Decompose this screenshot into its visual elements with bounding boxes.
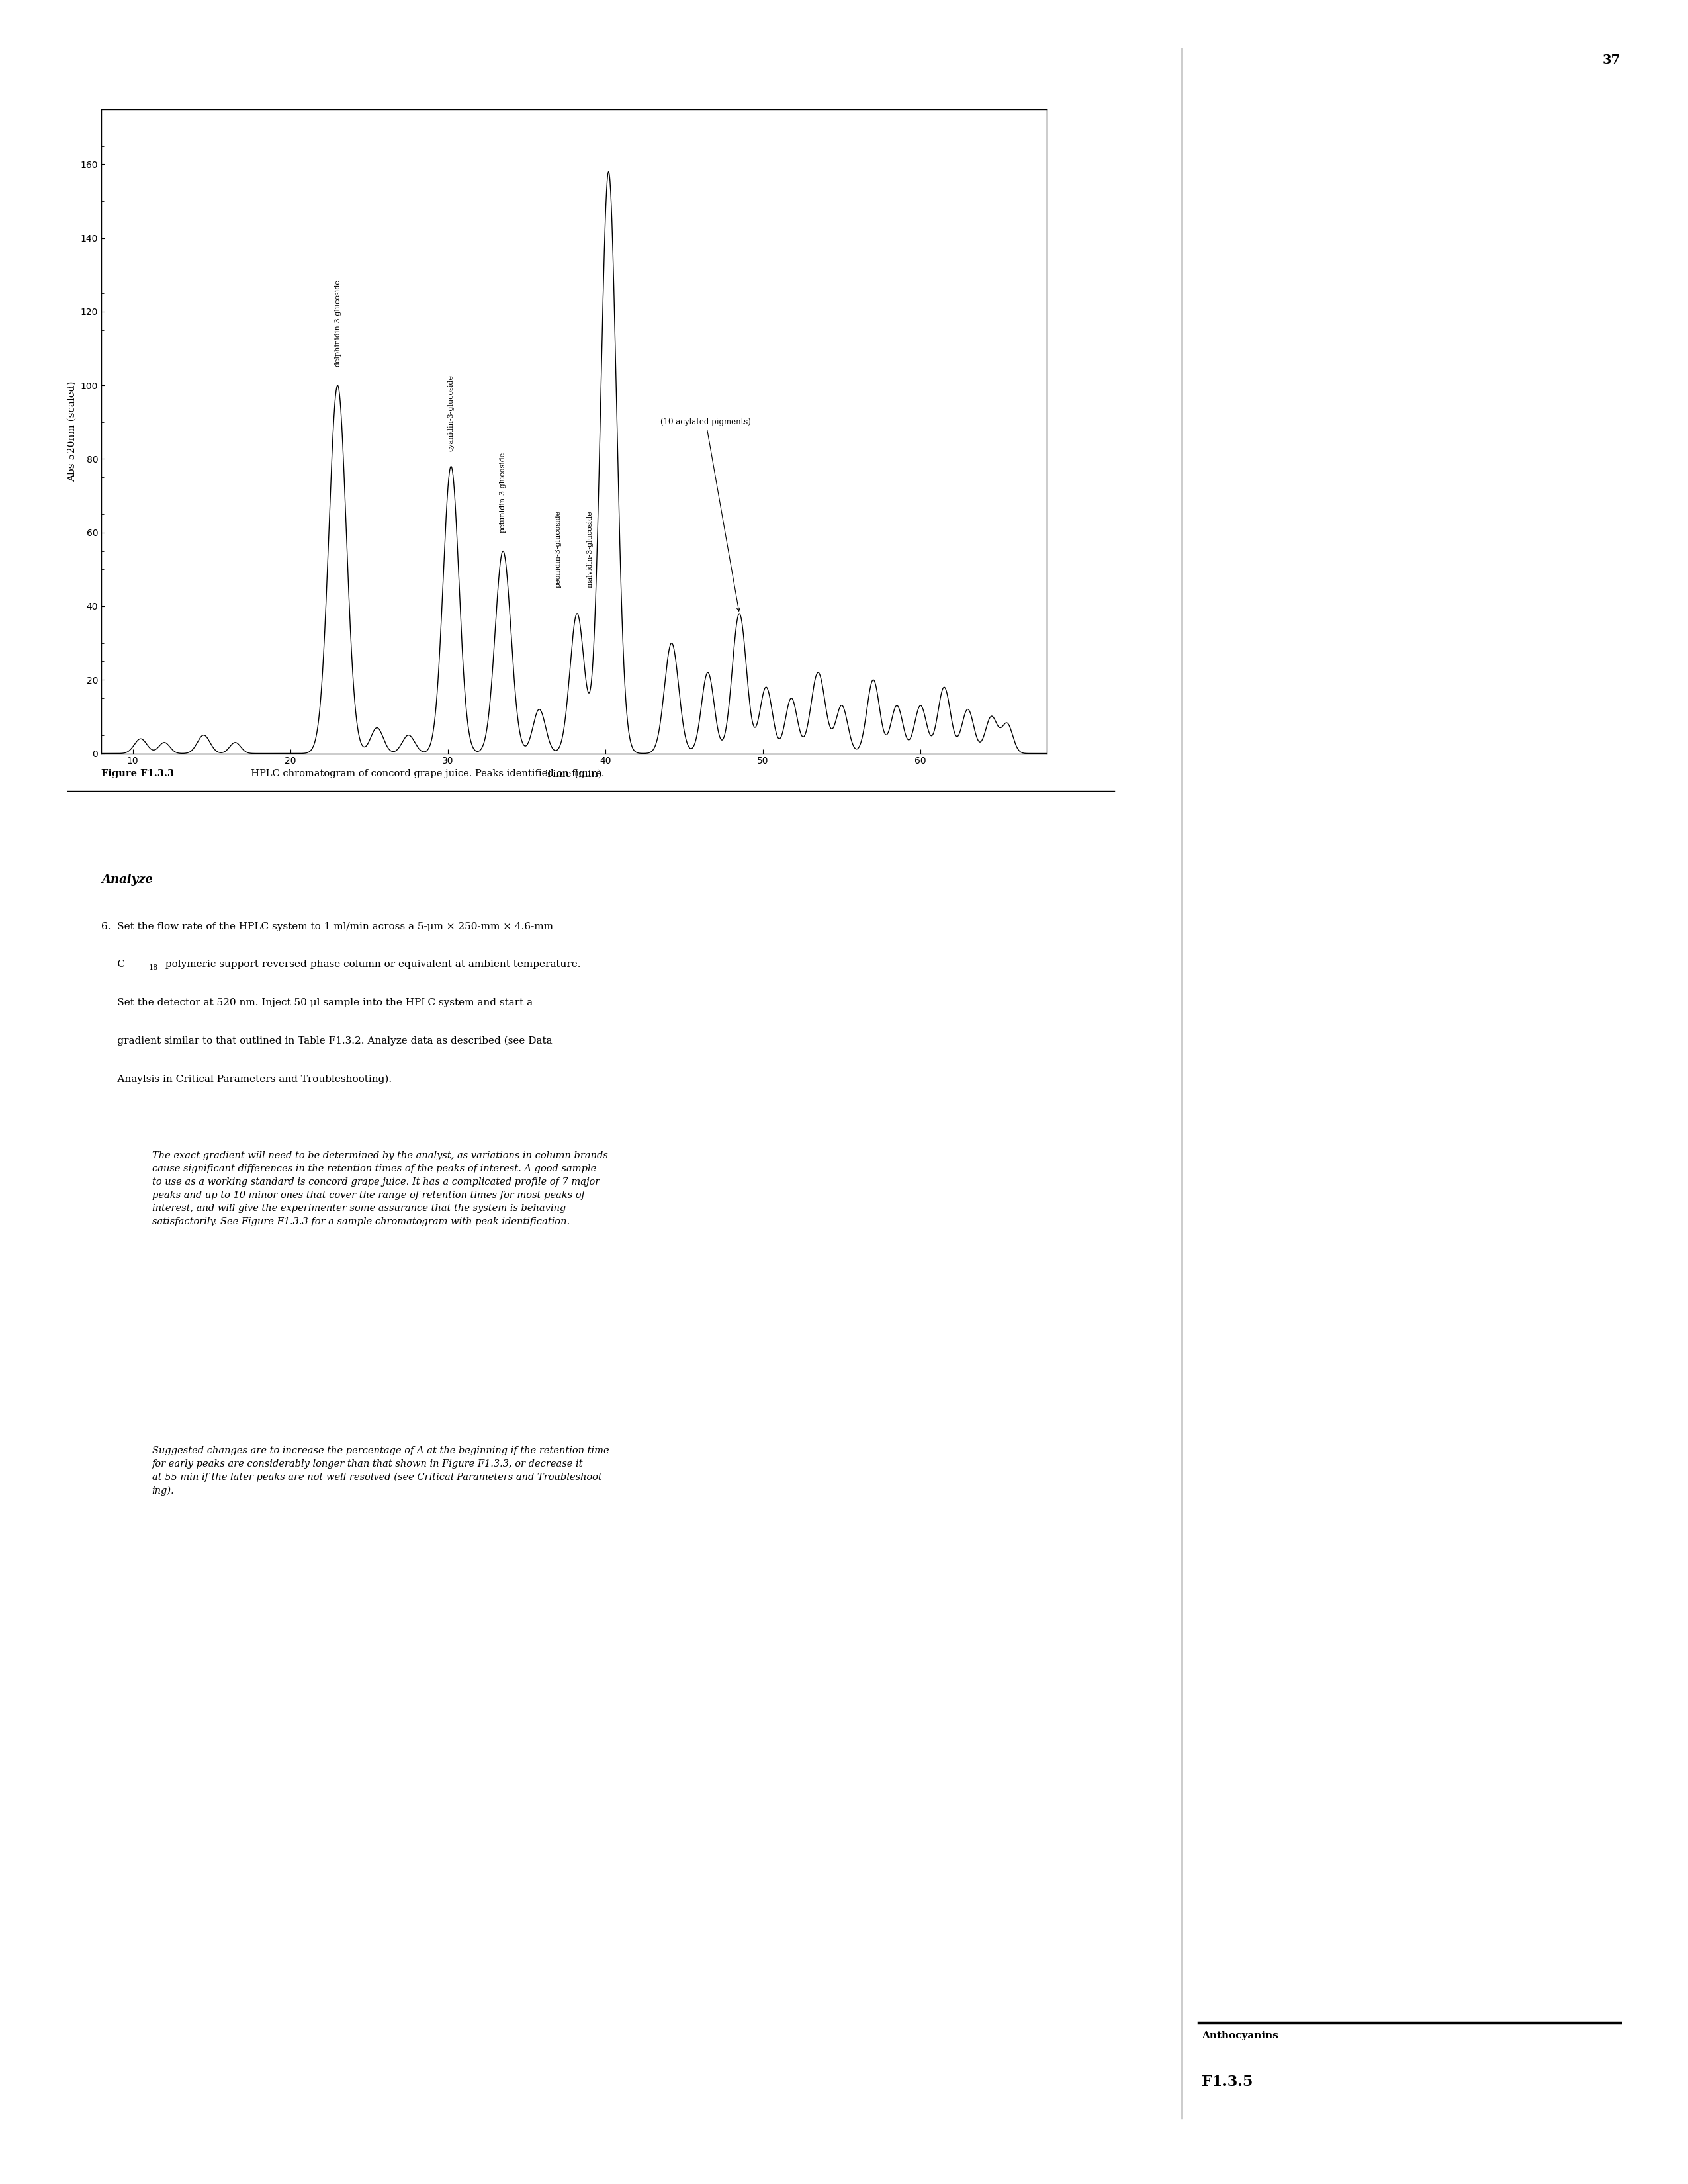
- Text: Anaylsis in Critical Parameters and Troubleshooting).: Anaylsis in Critical Parameters and Trou…: [101, 1075, 392, 1083]
- Text: 18: 18: [149, 965, 159, 972]
- Y-axis label: Abs 520nm (scaled): Abs 520nm (scaled): [68, 380, 78, 483]
- Text: Analyze: Analyze: [101, 874, 154, 885]
- Text: C: C: [101, 961, 125, 970]
- X-axis label: Time (min): Time (min): [545, 769, 603, 780]
- Text: F1.3.5: F1.3.5: [1202, 2075, 1252, 2090]
- Text: petunidin-3-glucoside: petunidin-3-glucoside: [500, 452, 506, 533]
- Text: delphinidin-3-glucoside: delphinidin-3-glucoside: [334, 280, 341, 367]
- Text: (10 acylated pigments): (10 acylated pigments): [660, 417, 751, 612]
- Text: gradient similar to that outlined in Table F1.3.2. Analyze data as described (se: gradient similar to that outlined in Tab…: [101, 1037, 552, 1046]
- Text: 37: 37: [1602, 55, 1620, 66]
- Text: Anthocyanins: Anthocyanins: [1202, 2031, 1278, 2040]
- Text: Set the detector at 520 nm. Inject 50 μl sample into the HPLC system and start a: Set the detector at 520 nm. Inject 50 μl…: [101, 998, 533, 1007]
- Text: polymeric support reversed-phase column or equivalent at ambient temperature.: polymeric support reversed-phase column …: [162, 961, 581, 970]
- Text: malvidin-3-glucoside: malvidin-3-glucoside: [586, 511, 592, 587]
- Text: 6.  Set the flow rate of the HPLC system to 1 ml/min across a 5-μm × 250-mm × 4.: 6. Set the flow rate of the HPLC system …: [101, 922, 554, 930]
- Text: Suggested changes are to increase the percentage of A at the beginning if the re: Suggested changes are to increase the pe…: [152, 1446, 609, 1496]
- Text: The exact gradient will need to be determined by the analyst, as variations in c: The exact gradient will need to be deter…: [152, 1151, 608, 1227]
- Text: cyanidin-3-glucoside: cyanidin-3-glucoside: [447, 376, 454, 452]
- Text: Figure F1.3.3: Figure F1.3.3: [101, 769, 174, 778]
- Text: HPLC chromatogram of concord grape juice. Peaks identified on figure.: HPLC chromatogram of concord grape juice…: [245, 769, 604, 778]
- Text: peonidin-3-glucoside: peonidin-3-glucoside: [555, 511, 562, 587]
